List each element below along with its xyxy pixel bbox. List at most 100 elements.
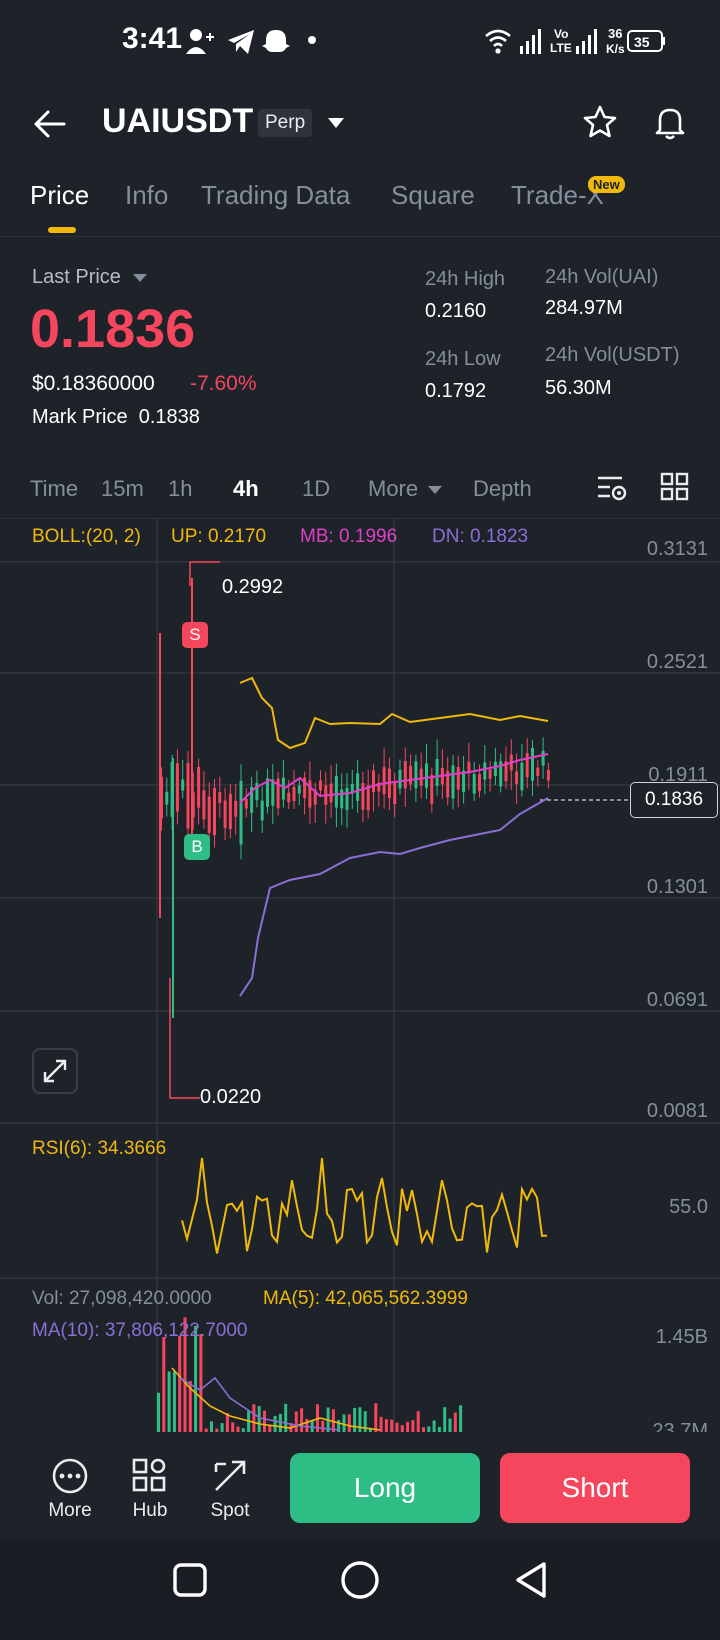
high-24h-label: 24h High <box>425 268 506 290</box>
more-label[interactable]: More <box>48 1500 92 1521</box>
star-favorite-icon[interactable] <box>582 104 618 140</box>
candle-body-45 <box>398 769 402 789</box>
home-circle-icon[interactable] <box>338 1558 382 1602</box>
volume-bar-13 <box>225 1413 229 1433</box>
hub-label[interactable]: Hub <box>132 1500 168 1521</box>
candle-body-30 <box>319 780 322 791</box>
symbol-title[interactable]: UAIUSDT <box>102 102 254 140</box>
vol-ma5: MA(5): 42,065,562.3999 <box>263 1288 468 1309</box>
short-button[interactable]: Short <box>500 1453 690 1523</box>
candle-body-57 <box>462 770 466 793</box>
candle-body-55 <box>451 765 455 799</box>
interval-1d[interactable]: 1D <box>302 476 331 501</box>
rsi-polyline <box>181 1157 548 1254</box>
volume-bar-19 <box>257 1406 261 1433</box>
hub-icon[interactable] <box>130 1456 170 1496</box>
volume-bar-57 <box>459 1405 463 1433</box>
back-triangle-icon[interactable] <box>510 1558 554 1602</box>
dot-icon <box>308 36 316 44</box>
interval-15m[interactable]: 15m <box>101 476 144 501</box>
candles <box>159 578 550 1018</box>
candle-body-16 <box>244 798 248 809</box>
volte-label-top: Vo <box>554 27 568 41</box>
candle-body-71 <box>536 767 540 776</box>
interval-time[interactable]: Time <box>30 476 79 501</box>
candle-body-52 <box>435 758 439 786</box>
grid-layout-icon[interactable] <box>660 472 690 502</box>
bell-alert-icon[interactable] <box>652 104 688 140</box>
spot-label[interactable]: Spot <box>210 1500 250 1521</box>
low-marker-label: 0.0220 <box>200 1086 262 1108</box>
candle-body-4 <box>181 779 185 791</box>
tab-info[interactable]: Info <box>125 180 169 210</box>
interval-depth[interactable]: Depth <box>473 476 532 501</box>
vol-quote-value: 56.30M <box>545 377 612 399</box>
volume-bar-47 <box>406 1421 410 1433</box>
recents-square-icon[interactable] <box>170 1560 210 1600</box>
system-icons: Vo LTE 36 K/s 35 <box>485 26 665 56</box>
candlestick-chart[interactable] <box>0 518 720 1433</box>
volume-bar-1 <box>162 1336 166 1433</box>
tab-trading-data[interactable]: Trading Data <box>201 180 351 210</box>
spot-icon[interactable] <box>210 1456 250 1496</box>
sell-marker[interactable]: S <box>182 622 208 648</box>
interval-4h[interactable]: 4h <box>233 476 259 501</box>
long-button[interactable]: Long <box>290 1453 480 1523</box>
volume-bar-26 <box>294 1411 298 1433</box>
chart-settings-icon[interactable] <box>596 472 628 504</box>
tab-price[interactable]: Price <box>30 180 90 210</box>
candle-body-39 <box>366 785 370 811</box>
candle-body-19 <box>260 800 264 821</box>
caret-down-icon <box>132 273 147 282</box>
axis-price-3: 0.1301 <box>646 876 708 898</box>
more-icon[interactable] <box>50 1456 90 1496</box>
symbol-dropdown-icon[interactable] <box>326 116 346 130</box>
candle-body-25 <box>292 787 296 802</box>
axis-price-0: 0.3131 <box>646 538 708 560</box>
candle-body-73 <box>546 770 550 781</box>
mark-price: Mark Price 0.1838 <box>32 406 200 428</box>
rsi-line <box>181 1157 548 1254</box>
volume-bar-18 <box>252 1404 256 1433</box>
axis-price-5: 0.0081 <box>646 1100 708 1122</box>
candle-body-47 <box>409 765 413 785</box>
caret-down-icon <box>428 486 443 495</box>
expand-icon <box>43 1059 67 1083</box>
axis-price-2: 0.1911 <box>648 764 708 786</box>
back-arrow-icon[interactable] <box>32 106 68 142</box>
volume-bar-23 <box>278 1413 282 1433</box>
candle-body-22 <box>276 778 280 809</box>
candle-body-59 <box>472 773 476 794</box>
candle-body-69 <box>525 753 529 778</box>
high-marker-line <box>189 561 220 586</box>
buy-marker[interactable]: B <box>184 834 210 860</box>
candle-body-9 <box>207 796 211 833</box>
volume-bars <box>157 1317 463 1433</box>
candle-body-3 <box>175 763 179 812</box>
interval-more[interactable]: More <box>368 476 443 502</box>
vol-ma5-line <box>171 1367 381 1431</box>
boll-up: UP: 0.2170 <box>171 526 267 547</box>
new-badge: New <box>588 176 625 193</box>
expand-chart-button[interactable] <box>32 1048 78 1094</box>
active-tab-indicator <box>48 227 76 233</box>
candle-body-49 <box>419 768 423 786</box>
last-price-label[interactable]: Last Price <box>32 266 147 289</box>
interval-1h[interactable]: 1h <box>168 476 193 501</box>
candle-body-34 <box>340 789 344 809</box>
volume-bar-44 <box>390 1419 394 1433</box>
volume-bar-42 <box>379 1416 383 1433</box>
volume-bar-55 <box>448 1418 452 1433</box>
vol-ma10-line <box>179 1376 341 1431</box>
signal-icon-2 <box>576 29 597 54</box>
volume-bar-50 <box>422 1427 425 1433</box>
volume-bar-0 <box>157 1392 160 1433</box>
candle-body-70 <box>531 747 534 781</box>
volume-bar-56 <box>453 1412 457 1433</box>
candle-body-24 <box>287 792 291 803</box>
tab-square[interactable]: Square <box>391 180 475 210</box>
candle-body-26 <box>297 785 301 794</box>
candle-body-33 <box>334 776 338 808</box>
volume-bar-34 <box>337 1420 341 1433</box>
volume-bar-14 <box>231 1422 235 1433</box>
